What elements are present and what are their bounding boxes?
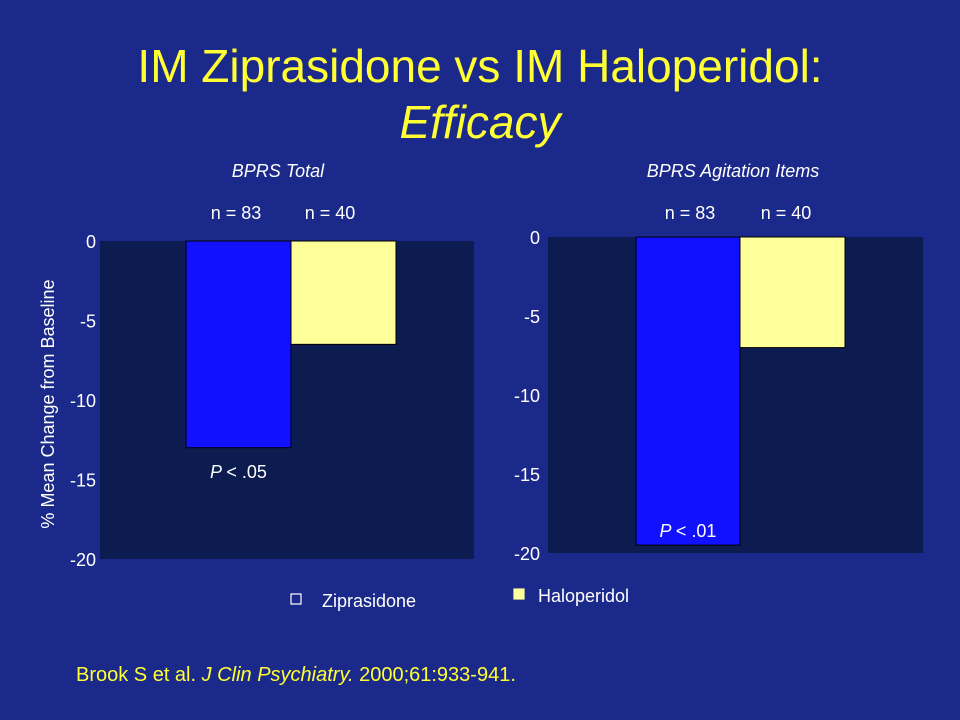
y-axis-label: % Mean Change from Baseline [38,279,58,528]
slide-subtitle: Efficacy [399,96,561,148]
y-tick-label: -15 [70,471,96,491]
bar-ziprasidone [185,240,292,449]
p-label: P [210,462,226,482]
legend-label-haloperidol: Haloperidol [538,586,629,606]
category-label: n = 40 [305,203,356,223]
category-label: n = 40 [761,203,812,223]
p-value: < .01 [676,521,717,541]
y-tick-label: -10 [514,386,540,406]
category-label: n = 83 [211,203,262,223]
y-tick-label: -20 [514,544,540,564]
chart-title: BPRS Agitation Items [647,161,819,181]
category-label: n = 83 [665,203,716,223]
bar-haloperidol [290,240,397,345]
bar-haloperidol [739,236,846,349]
citation-journal: J Clin Psychiatry. [201,664,354,686]
y-tick-label: -20 [70,550,96,570]
legend-label-ziprasidone: Ziprasidone [322,591,416,611]
y-tick-label: -10 [70,391,96,411]
bar-ziprasidone [635,236,741,546]
citation: Brook S et al. J Clin Psychiatry. 2000;6… [76,664,516,687]
slide-title: IM Ziprasidone vs IM Haloperidol: [137,40,823,92]
chart-title: BPRS Total [232,161,325,181]
y-tick-label: -5 [80,312,96,332]
y-tick-label: 0 [530,228,540,248]
y-tick-label: -15 [514,465,540,485]
p-value: < .05 [226,462,267,482]
y-tick-label: 0 [86,232,96,252]
citation-details: 2000;61:933-941. [359,664,516,686]
legend-swatch-haloperidol [513,588,525,600]
y-tick-label: -5 [524,307,540,327]
citation-authors: Brook S et al. [76,664,197,686]
p-label: P [660,521,676,541]
p-value-annotation: P < .01 [660,521,717,541]
p-value-annotation: P < .05 [210,462,267,482]
legend-swatch-ziprasidone [290,593,302,605]
